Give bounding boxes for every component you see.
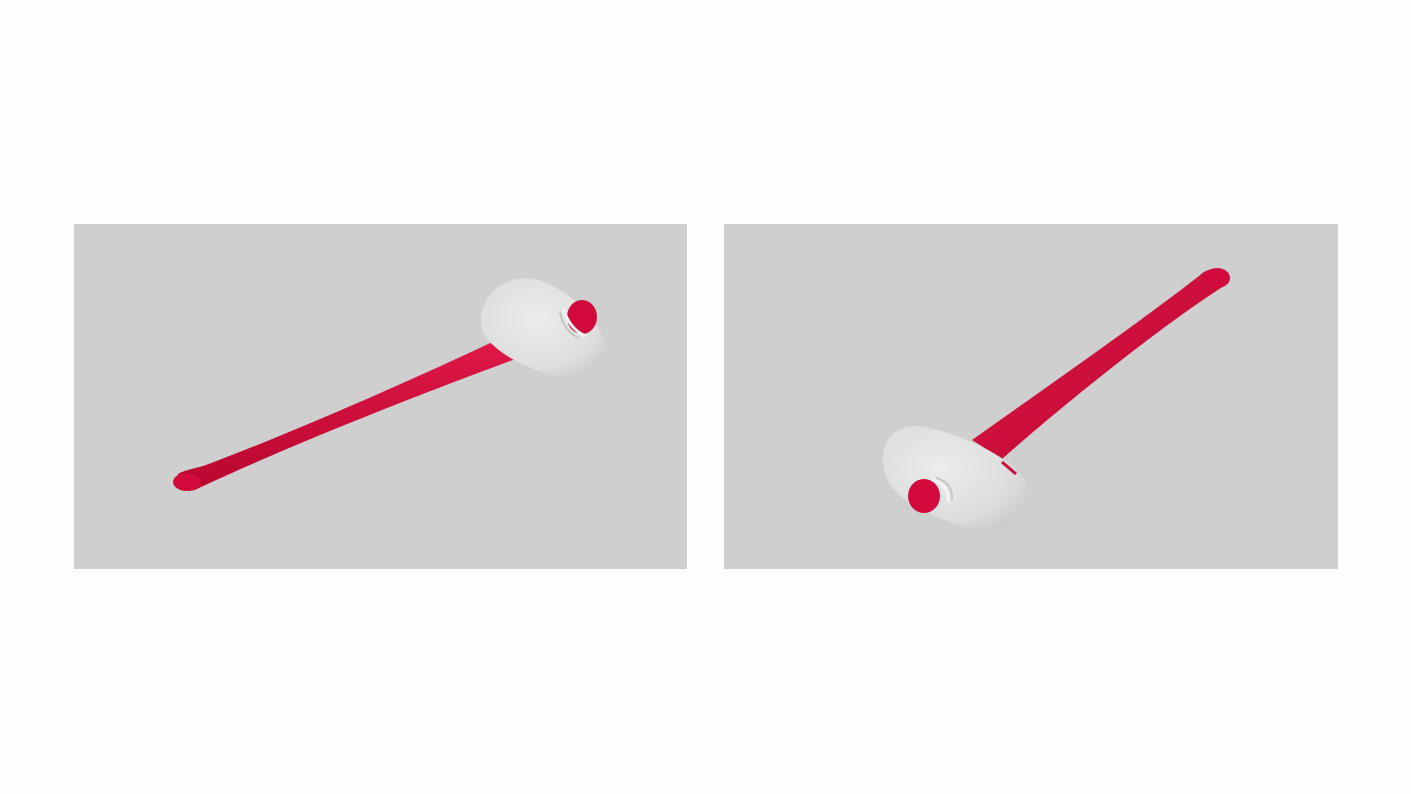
head-face	[908, 479, 940, 513]
mallet-render-left	[173, 278, 607, 491]
head-rim-shadow	[559, 311, 580, 339]
handle-end	[1204, 268, 1230, 288]
head-rim	[931, 478, 950, 503]
mallet-render-right	[882, 268, 1230, 531]
render-view-left	[74, 224, 687, 569]
head-rim-shadow	[935, 477, 954, 501]
render-view-right	[724, 224, 1338, 569]
mallet-handle	[972, 269, 1224, 459]
head-face	[567, 300, 597, 334]
head-rim	[562, 308, 587, 338]
head-joint	[1001, 460, 1017, 476]
mallet-handle	[177, 339, 518, 491]
handle-end	[173, 473, 201, 491]
